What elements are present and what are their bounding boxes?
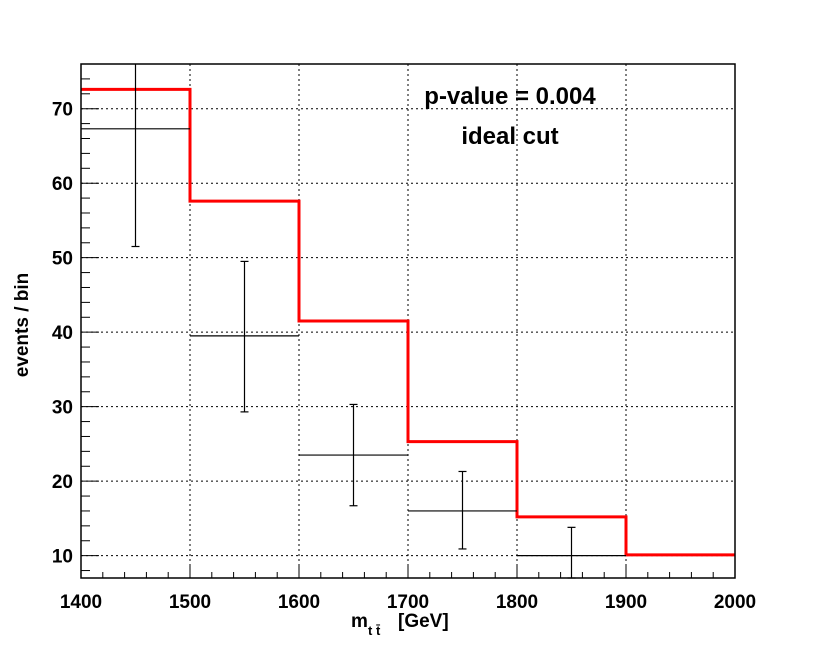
x-tick-label: 1600	[278, 592, 320, 613]
y-axis-ticks: 10 20 30 40 50 60 70	[52, 63, 99, 572]
data-point	[408, 470, 517, 550]
data-point	[190, 260, 299, 413]
annotation-ideal-cut: ideal cut	[461, 123, 558, 150]
x-tick-label: 1500	[169, 592, 211, 613]
y-tick-label: 60	[52, 174, 73, 195]
y-axis-title: events / bin	[12, 273, 33, 378]
x-axis-title: m t t̄ [GeV]	[351, 611, 449, 638]
x-axis-title-subscript: t t̄	[368, 623, 381, 638]
y-tick-label: 70	[52, 100, 73, 121]
histogram-line	[81, 87, 735, 557]
annotation-pvalue: p-value = 0.004	[424, 83, 596, 110]
y-tick-label: 40	[52, 323, 73, 344]
x-tick-label: 1700	[387, 592, 429, 613]
y-tick-label: 10	[52, 547, 73, 568]
x-tick-label: 2000	[714, 592, 756, 613]
x-axis-title-main: m	[351, 611, 368, 632]
x-axis-ticks: 1400 1500 1600 1700 1800 1900 2000	[60, 566, 756, 613]
data-point	[81, 64, 190, 248]
data-point	[299, 403, 408, 507]
data-point	[517, 526, 626, 579]
x-axis-title-unit: [GeV]	[398, 611, 449, 632]
y-tick-label: 20	[52, 472, 73, 493]
x-tick-label: 1900	[605, 592, 647, 613]
data-points-series	[81, 64, 626, 579]
histogram-series	[81, 87, 735, 557]
x-tick-label: 1800	[496, 592, 538, 613]
y-tick-label: 30	[52, 398, 73, 419]
x-tick-label: 1400	[60, 592, 102, 613]
y-tick-label: 50	[52, 249, 73, 270]
